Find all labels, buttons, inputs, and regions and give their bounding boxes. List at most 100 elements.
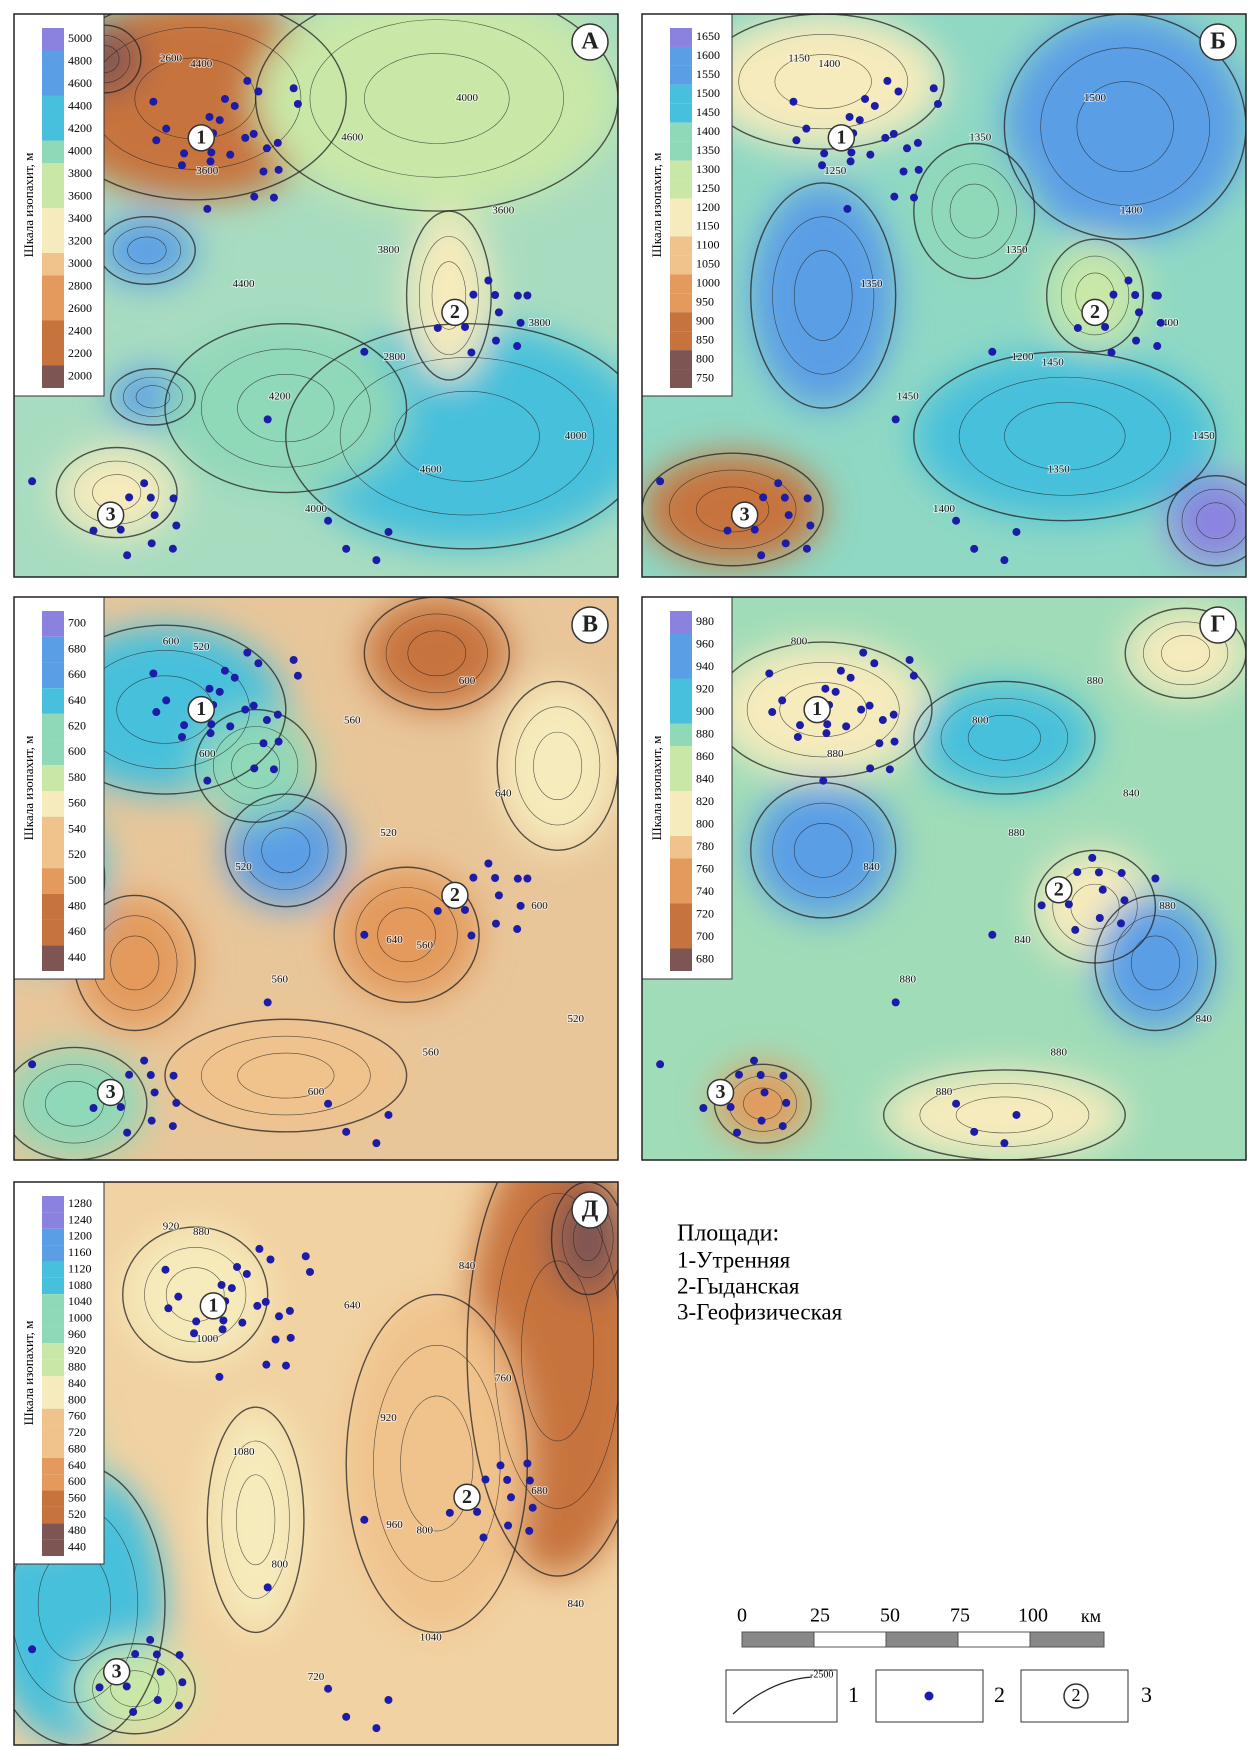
well — [837, 667, 845, 675]
well — [517, 902, 525, 910]
well — [175, 1701, 183, 1709]
well — [255, 1245, 263, 1253]
scale-tick: 1280 — [68, 1196, 92, 1210]
well — [360, 1516, 368, 1524]
well — [384, 1111, 392, 1119]
symbol-label: 3 — [1141, 1682, 1152, 1707]
scale-tick: 680 — [68, 641, 86, 655]
well — [231, 102, 239, 110]
scale-tick: 960 — [68, 1327, 86, 1341]
scale-swatch — [42, 662, 64, 688]
scale-tick: 2600 — [68, 301, 92, 315]
well — [496, 1461, 504, 1469]
well — [446, 1509, 454, 1517]
well — [172, 1099, 180, 1107]
scale-swatch — [670, 746, 692, 769]
area-label: 1 — [812, 698, 822, 720]
scale-swatch — [670, 236, 692, 255]
contour-label: 4000 — [565, 430, 588, 442]
scale-swatch — [42, 791, 64, 817]
well — [796, 721, 804, 729]
contour-label: 1250 — [824, 165, 847, 177]
well — [778, 696, 786, 704]
well — [779, 1072, 787, 1080]
well — [342, 1713, 350, 1721]
well — [495, 891, 503, 899]
well — [481, 1476, 489, 1484]
well — [264, 998, 272, 1006]
scale-title: Шкала изопахит, м — [21, 736, 36, 841]
well — [952, 1100, 960, 1108]
well — [1151, 292, 1159, 300]
well — [1107, 349, 1115, 357]
well — [219, 1316, 227, 1324]
scale-tick: 700 — [68, 616, 86, 630]
well — [275, 738, 283, 746]
well — [28, 1060, 36, 1068]
scale-tick: 1120 — [68, 1261, 92, 1275]
well — [914, 139, 922, 147]
well — [504, 1522, 512, 1530]
scale-swatch — [670, 949, 692, 972]
contour-label: 1400 — [818, 58, 841, 70]
well — [290, 656, 298, 664]
scale-swatch — [670, 679, 692, 702]
scale-swatch — [42, 842, 64, 868]
scale-swatch — [670, 85, 692, 104]
well — [89, 527, 97, 535]
well — [847, 674, 855, 682]
well — [1125, 277, 1133, 285]
well — [123, 1129, 131, 1137]
well — [856, 116, 864, 124]
well — [266, 1255, 274, 1263]
contour-label: 1150 — [788, 53, 810, 65]
well — [203, 205, 211, 213]
well — [523, 292, 531, 300]
scale-swatch — [42, 1507, 64, 1523]
area-sample-label: 2 — [1072, 1685, 1081, 1705]
scale-swatch — [42, 141, 64, 164]
scale-swatch — [42, 1327, 64, 1343]
scale-tick: 4200 — [68, 121, 92, 135]
well — [656, 477, 664, 485]
scale-tick: 720 — [68, 1425, 86, 1439]
legend-item: 3-Геофизическая — [677, 1299, 843, 1324]
well — [875, 739, 883, 747]
well — [1101, 323, 1109, 331]
scale-tick: 540 — [68, 821, 86, 835]
well — [970, 1128, 978, 1136]
well — [892, 415, 900, 423]
scale-tick: 1080 — [68, 1278, 92, 1292]
scale-swatch — [42, 765, 64, 791]
well — [768, 708, 776, 716]
scale-tick: 1000 — [68, 1310, 92, 1324]
well — [147, 1071, 155, 1079]
well — [523, 1460, 531, 1468]
well — [253, 1302, 261, 1310]
scale-tick: 25 — [810, 1605, 830, 1627]
well — [806, 522, 814, 530]
well — [492, 337, 500, 345]
scale-tick: 940 — [696, 659, 714, 673]
well — [733, 1129, 741, 1137]
scale-tick: 2800 — [68, 279, 92, 293]
scale-tick: 2200 — [68, 346, 92, 360]
well — [117, 526, 125, 534]
scale-swatch — [670, 180, 692, 199]
contour-label: 960 — [386, 1519, 403, 1531]
scale-swatch — [42, 366, 64, 389]
contour-label: 1400 — [933, 503, 956, 515]
well — [241, 706, 249, 714]
contour-label: 4200 — [269, 390, 292, 402]
map-panel: 9209601000104010808408007607206806408409… — [0, 1126, 648, 1745]
scale-tick: 640 — [68, 1458, 86, 1472]
legend-item: 2-Гыданская — [677, 1273, 800, 1298]
well — [28, 477, 36, 485]
scale-swatch — [670, 142, 692, 161]
area-label: 3 — [106, 1081, 116, 1103]
contour-label: 600 — [163, 636, 180, 648]
scale-swatch — [42, 51, 64, 74]
scale-swatch — [42, 920, 64, 946]
well — [1099, 886, 1107, 894]
scale-swatch — [42, 1245, 64, 1261]
